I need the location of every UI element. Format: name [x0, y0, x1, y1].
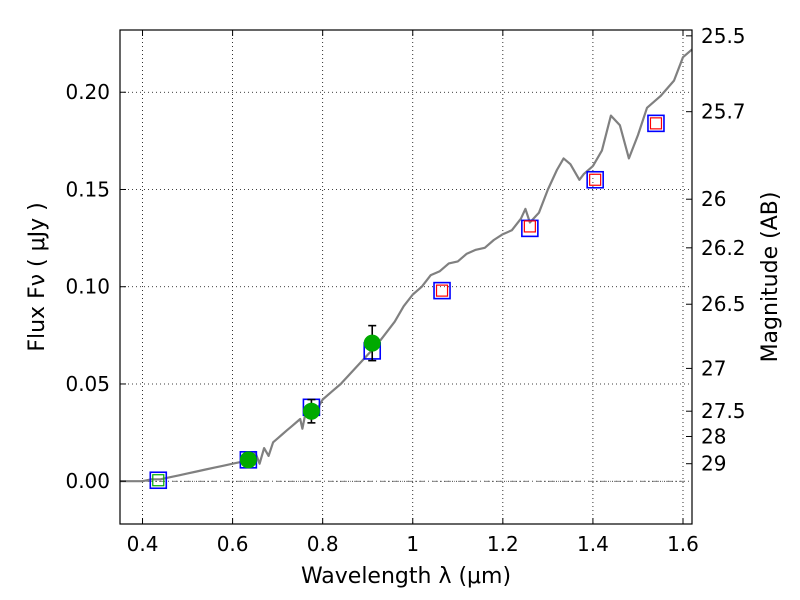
detection-point	[302, 402, 320, 420]
x-axis-label: Wavelength λ (μm)	[301, 564, 511, 589]
y2-tick-label: 26	[701, 187, 726, 211]
series-observed-blue-non-detection-	[152, 474, 165, 487]
observed-band-square	[152, 474, 165, 487]
x-tick-label: 1.6	[667, 532, 699, 556]
spectrum-line	[120, 48, 693, 483]
series-model-spectrum	[120, 48, 693, 483]
x-tick-label: 1.2	[487, 532, 519, 556]
y-tick-label: 0.10	[65, 275, 110, 299]
detection-point	[239, 451, 257, 469]
model-band-square	[647, 114, 665, 133]
observed-band-square	[589, 173, 602, 186]
x-tick-label: 0.8	[307, 532, 339, 556]
model-band-square	[586, 170, 604, 189]
x-tick-label: 1	[406, 532, 419, 556]
y-tick-label: 0.05	[65, 372, 110, 396]
grid	[120, 30, 692, 524]
y-tick-label: 0.15	[65, 177, 110, 201]
observed-band-square	[435, 284, 449, 297]
y-tick-label: 0.00	[65, 469, 110, 493]
y-axis-label: Flux Fν ( μJy )	[25, 202, 50, 351]
model-band-square	[433, 281, 451, 300]
y2-tick-label: 28	[701, 424, 726, 448]
y2-tick-label: 25.7	[701, 100, 746, 124]
observed-band-square	[523, 220, 536, 233]
y2-tick-label: 26.5	[701, 292, 746, 316]
y2-axis-ticks: 25.5 25.7 26 26.2 26.5 27 27.528 29	[686, 24, 746, 476]
detection-point	[363, 334, 381, 352]
y2-tick-label: 29	[701, 452, 726, 476]
plot-background	[120, 30, 692, 524]
y-axis-ticks: 0.00 0.05 0.10 0.15 0.20	[65, 80, 126, 493]
model-band-square	[149, 471, 168, 490]
plot-frame	[119, 29, 693, 525]
x-tick-label: 1.4	[577, 532, 609, 556]
y2-axis-label: Magnitude (AB)	[758, 192, 783, 363]
y2-tick-label: 26.2	[701, 236, 746, 260]
y-tick-label: 0.20	[65, 80, 110, 104]
y2-tick-label: 25.5	[701, 24, 746, 48]
y2-tick-label: 27.5	[701, 399, 746, 423]
x-tick-label: 0.4	[127, 532, 159, 556]
x-axis-ticks: 0.4 0.6 0.8 1 1.2 1.4 1.6	[127, 30, 699, 556]
series-layer	[120, 48, 693, 490]
observed-band-square	[649, 117, 663, 130]
series-observed-red-upper-limits-	[435, 117, 663, 297]
series-detections	[239, 324, 381, 469]
x-tick-label: 0.6	[217, 532, 249, 556]
y2-tick-label: 27	[701, 356, 726, 380]
